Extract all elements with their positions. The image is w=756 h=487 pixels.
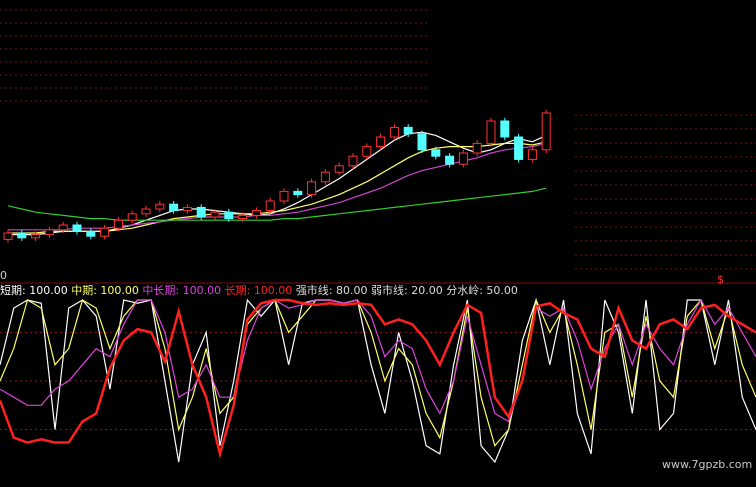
candle-body [141, 208, 151, 215]
candle-body [417, 133, 427, 151]
candle-body [58, 224, 68, 231]
candle-body [541, 112, 551, 151]
legend-name: 中长期 [142, 284, 175, 297]
axis-label: 0 [0, 269, 7, 282]
indicator-line [0, 298, 756, 448]
legend-value: 100.00 [100, 284, 139, 297]
legend-value: 100.00 [254, 284, 293, 297]
candle-body [155, 203, 165, 210]
candle-body [472, 142, 482, 154]
candle-body [113, 219, 123, 229]
candle-body [348, 155, 358, 167]
candle-body [279, 190, 289, 202]
moving-average [8, 141, 547, 234]
legend-value: 100.00 [183, 284, 222, 297]
watermark: www.7gpzb.com [662, 458, 752, 471]
legend-name: 分水岭 [446, 283, 479, 297]
legend-separator: : [479, 284, 486, 297]
candle-body [458, 152, 468, 165]
candle-body [431, 149, 441, 157]
candle-body [72, 224, 82, 232]
candle-body [182, 206, 192, 212]
candle-body [251, 210, 261, 216]
legend-gap [518, 284, 522, 297]
candle-body [500, 120, 510, 138]
candle-body [527, 149, 537, 160]
marker: $ [717, 273, 724, 286]
legend-name: 短期 [0, 283, 22, 297]
legend: 短期: 100.00 中期: 100.00 中长期: 100.00 长期: 10… [0, 283, 521, 297]
legend-name: 中期 [71, 284, 93, 297]
legend-separator: : [404, 284, 411, 297]
indicator-line [0, 298, 756, 459]
candle-body [362, 146, 372, 157]
candle-body [224, 211, 234, 220]
legend-name: 强市线 [296, 283, 329, 297]
legend-separator: : [247, 284, 254, 297]
candle-body [210, 211, 220, 218]
moving-average [7, 187, 547, 221]
legend-separator: : [175, 284, 182, 297]
legend-value: 50.00 [486, 284, 518, 297]
candle-body [445, 155, 455, 165]
legend-separator: : [329, 284, 336, 297]
candle-body [376, 136, 386, 148]
moving-average [8, 142, 547, 231]
candle-body [169, 203, 179, 212]
legend-separator: : [93, 284, 100, 297]
candle-body [31, 234, 41, 239]
candle-body [307, 181, 317, 196]
candle-body [238, 214, 248, 220]
candle-body [486, 120, 496, 144]
candle-body [3, 232, 13, 240]
legend-separator: : [22, 284, 29, 297]
legend-value: 80.00 [336, 284, 368, 297]
legend-value: 20.00 [411, 284, 443, 297]
candle-body [86, 230, 96, 237]
candle-body [265, 200, 275, 212]
candle-body [293, 190, 303, 196]
candle-body [100, 227, 110, 237]
candle-body [17, 232, 27, 239]
indicator-line [0, 297, 756, 464]
legend-name: 长期 [225, 284, 247, 297]
legend-value: 100.00 [29, 284, 68, 297]
candle-body [196, 206, 206, 218]
candle-body [514, 136, 524, 160]
candle-body [334, 165, 344, 173]
candle-body [389, 126, 399, 138]
legend-name: 弱市线 [371, 283, 404, 297]
indicator-line [0, 298, 756, 423]
candle-body [320, 171, 330, 183]
candle-body [403, 126, 413, 135]
candle-body [127, 213, 137, 221]
candle-body [44, 229, 54, 236]
